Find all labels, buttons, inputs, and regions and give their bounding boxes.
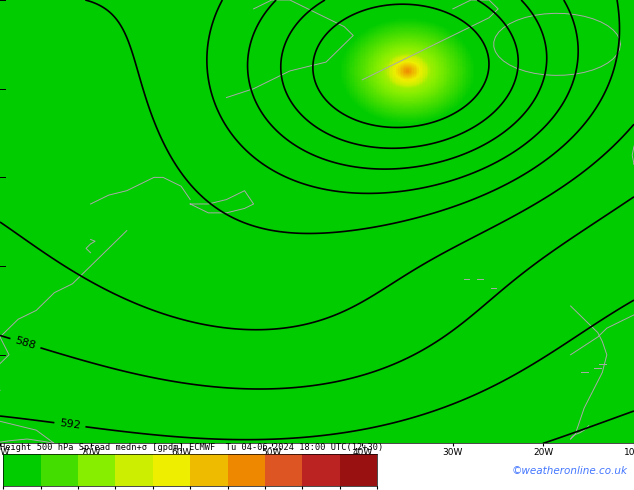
Bar xyxy=(3,454,41,486)
Bar xyxy=(302,454,340,486)
Bar xyxy=(41,454,78,486)
Bar xyxy=(190,454,228,486)
Bar xyxy=(153,454,190,486)
Bar xyxy=(340,454,377,486)
Text: ©weatheronline.co.uk: ©weatheronline.co.uk xyxy=(512,466,628,476)
Text: 592: 592 xyxy=(59,418,81,431)
Bar xyxy=(228,454,265,486)
Text: 588: 588 xyxy=(14,335,37,351)
Bar xyxy=(265,454,302,486)
Text: Height 500 hPa Spread medn+σ [gpdm] ECMWF  Tu 04-06-2024 18:00 UTC(12+30): Height 500 hPa Spread medn+σ [gpdm] ECMW… xyxy=(0,443,383,452)
Bar xyxy=(78,454,115,486)
Bar xyxy=(115,454,153,486)
